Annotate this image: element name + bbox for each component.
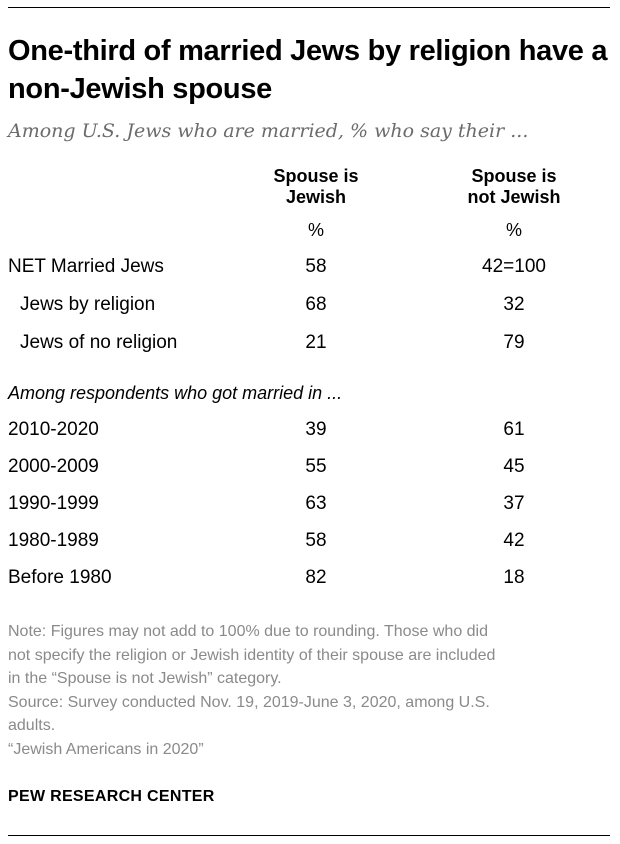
row-label: 2000-2009 bbox=[8, 456, 99, 477]
note-line: in the “Spouse is not Jewish” category. bbox=[8, 670, 282, 687]
value-spouse-not-jewish: 32 bbox=[503, 294, 525, 315]
value-spouse-not-jewish: 18 bbox=[503, 567, 525, 588]
table-row: Before 1980 82 18 bbox=[0, 567, 620, 595]
top-rule bbox=[8, 7, 610, 8]
value-spouse-not-jewish: 45 bbox=[503, 456, 525, 477]
note-line: adults. bbox=[8, 717, 56, 734]
section-label: Among respondents who got married in ... bbox=[8, 383, 343, 403]
column-header-line: Spouse is bbox=[471, 166, 557, 186]
column-header-spouse-jewish: Spouse is Jewish bbox=[226, 166, 406, 208]
value-spouse-jewish: 63 bbox=[305, 493, 327, 514]
value-spouse-not-jewish: 42 bbox=[503, 530, 525, 551]
row-label: 2010-2020 bbox=[8, 419, 99, 440]
row-label: NET Married Jews bbox=[8, 256, 164, 277]
value-spouse-jewish: 58 bbox=[305, 530, 327, 551]
table-row: NET Married Jews 58 42=100 bbox=[0, 256, 620, 284]
value-spouse-not-jewish: 42=100 bbox=[482, 256, 546, 277]
note-line: Note: Figures may not add to 100% due to… bbox=[8, 623, 489, 640]
row-label: 1990-1999 bbox=[8, 493, 99, 514]
row-label: Jews of no religion bbox=[20, 332, 178, 353]
note-block: Note: Figures may not add to 100% due to… bbox=[8, 620, 610, 761]
value-spouse-not-jewish: 37 bbox=[503, 493, 525, 514]
table-row: Jews by religion 68 32 bbox=[0, 294, 620, 322]
note-line: “Jewish Americans in 2020” bbox=[8, 740, 204, 758]
column-header-line: Spouse is bbox=[273, 166, 359, 186]
note-line: not specify the religion or Jewish ident… bbox=[8, 646, 496, 664]
table-row: 1990-1999 63 37 bbox=[0, 493, 620, 521]
pew-logo-text: PEW RESEARCH CENTER bbox=[8, 788, 215, 805]
table-row: 2010-2020 39 61 bbox=[0, 419, 620, 447]
row-label: Jews by religion bbox=[20, 294, 156, 315]
value-spouse-jewish: 82 bbox=[305, 567, 327, 588]
percent-unit-label: % bbox=[307, 220, 324, 240]
note-line: Source: Survey conducted Nov. 19, 2019-J… bbox=[8, 693, 490, 711]
value-spouse-jewish: 58 bbox=[305, 256, 327, 277]
value-spouse-jewish: 39 bbox=[305, 419, 327, 440]
column-header-spouse-not-jewish: Spouse is not Jewish bbox=[424, 166, 604, 208]
percent-unit-label: % bbox=[505, 220, 522, 240]
chart-title: One-third of married Jews by religion ha… bbox=[8, 35, 608, 105]
row-label: Before 1980 bbox=[8, 567, 112, 588]
value-spouse-not-jewish: 79 bbox=[503, 332, 525, 353]
column-header-line: Jewish bbox=[285, 187, 347, 207]
table-row: 2000-2009 55 45 bbox=[0, 456, 620, 484]
value-spouse-not-jewish: 61 bbox=[503, 419, 525, 440]
column-header-line: not Jewish bbox=[467, 187, 561, 207]
table-row: 1980-1989 58 42 bbox=[0, 530, 620, 558]
value-spouse-jewish: 68 bbox=[305, 294, 327, 315]
bottom-rule bbox=[8, 835, 610, 836]
row-label: 1980-1989 bbox=[8, 530, 99, 551]
value-spouse-jewish: 55 bbox=[305, 456, 327, 477]
chart-subtitle: Among U.S. Jews who are married, % who s… bbox=[8, 120, 529, 142]
table-row: Jews of no religion 21 79 bbox=[0, 332, 620, 360]
value-spouse-jewish: 21 bbox=[305, 332, 327, 353]
